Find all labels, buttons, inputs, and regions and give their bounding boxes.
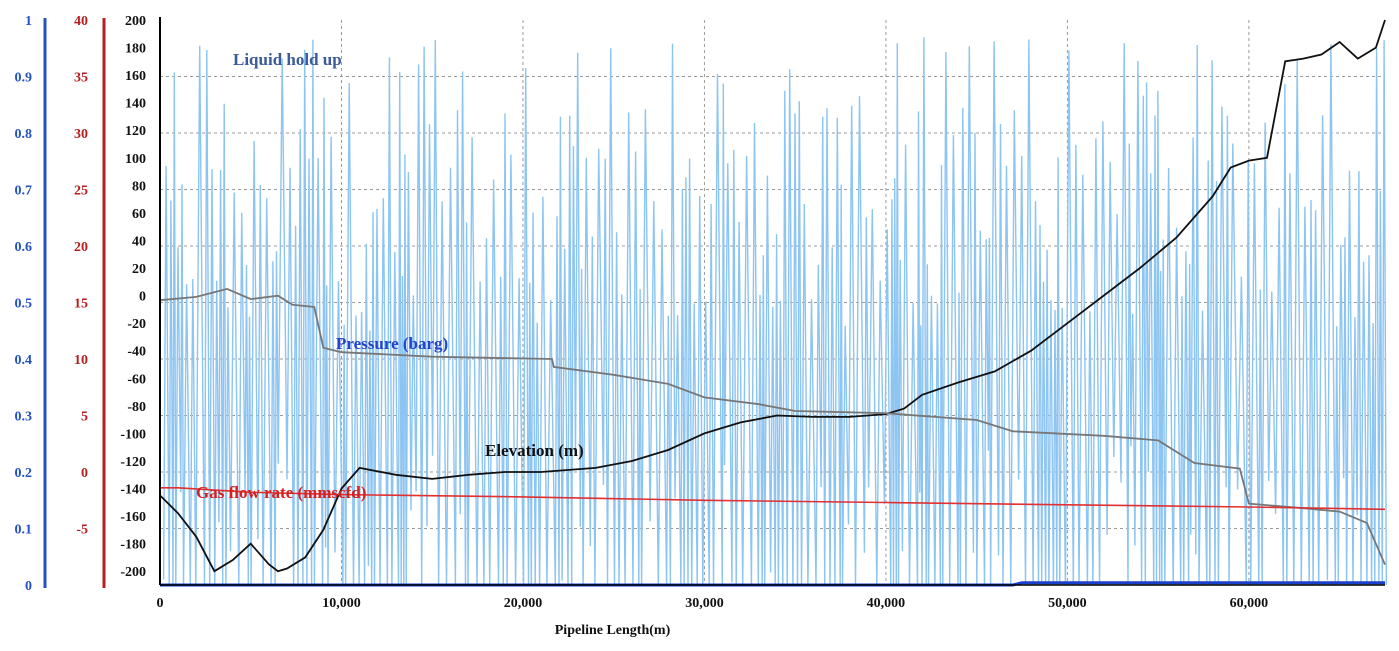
holdup-tick-label: 0.1 xyxy=(15,523,33,538)
flow-tick-label: 40 xyxy=(74,14,88,29)
x-tick-label: 60,000 xyxy=(1230,596,1269,611)
flow-tick-label: 10 xyxy=(74,353,88,368)
holdup-tick-label: 0.2 xyxy=(15,466,33,481)
grid-lines xyxy=(160,20,1385,585)
elevation-tick-label: 160 xyxy=(125,69,146,84)
elevation-tick-label: -20 xyxy=(127,317,146,332)
elevation-tick-label: 20 xyxy=(132,262,146,277)
elevation-tick-label: -160 xyxy=(120,510,146,525)
x-tick-label: 20,000 xyxy=(504,596,543,611)
holdup-tick-label: 0.5 xyxy=(15,297,33,312)
axes: 0 10,000 20,000 30,000 40,000 50,000 60,000 Pip… xyxy=(15,14,1269,638)
elevation-tick-label: -180 xyxy=(120,538,146,553)
elevation-tick-label: 200 xyxy=(125,14,146,29)
flow-tick-label: 20 xyxy=(74,240,88,255)
flow-tick-label: -5 xyxy=(76,523,88,538)
elevation-tick-label: -40 xyxy=(127,345,146,360)
holdup-tick-label: 0.9 xyxy=(15,71,33,86)
annotations: Liquid hold up Pressure (barg) Elevation (… xyxy=(196,50,584,502)
x-axis-label: Pipeline Length(m) xyxy=(555,623,671,638)
elevation-tick-label: -140 xyxy=(120,483,146,498)
elevation-label: Elevation (m) xyxy=(485,441,584,460)
flow-tick-label: 35 xyxy=(74,71,88,86)
holdup-tick-label: 1 xyxy=(25,14,32,29)
holdup-tick-label: 0 xyxy=(25,579,32,594)
gas-flow-rate-label: Gas flow rate (mmscfd) xyxy=(196,483,366,502)
holdup-tick-label: 0.4 xyxy=(15,353,33,368)
series-liquid-holdup xyxy=(162,37,1387,586)
liquid-holdup-line xyxy=(162,37,1387,586)
flow-tick-label: 0 xyxy=(81,466,88,481)
elevation-tick-label: -120 xyxy=(120,455,146,470)
flow-tick-label: 25 xyxy=(74,184,88,199)
x-tick-label: 30,000 xyxy=(685,596,724,611)
elevation-tick-label: 80 xyxy=(132,179,146,194)
pressure-label: Pressure (barg) xyxy=(336,334,448,353)
x-tick-label: 40,000 xyxy=(867,596,906,611)
elevation-tick-label: 140 xyxy=(125,97,146,112)
liquid-holdup-label: Liquid hold up xyxy=(233,50,342,69)
pressure-line xyxy=(159,287,1386,566)
flow-tick-label: 5 xyxy=(81,410,88,425)
holdup-tick-label: 0.6 xyxy=(15,240,33,255)
flow-tick-label: 30 xyxy=(74,127,88,142)
elevation-tick-label: 100 xyxy=(125,152,146,167)
elevation-tick-label: 0 xyxy=(139,290,146,305)
x-tick-label: 50,000 xyxy=(1048,596,1087,611)
x-tick-label: 10,000 xyxy=(322,596,361,611)
elevation-tick-label: -200 xyxy=(120,565,146,580)
elevation-line xyxy=(159,19,1386,573)
elevation-tick-label: 60 xyxy=(132,207,146,222)
elevation-tick-label: -100 xyxy=(120,427,146,442)
x-tick-label: 0 xyxy=(157,596,164,611)
elevation-tick-label: 40 xyxy=(132,234,146,249)
gas-flow-rate-line xyxy=(160,486,1386,511)
flow-tick-label: 15 xyxy=(74,297,88,312)
axis-frame xyxy=(159,17,1385,586)
holdup-tick-label: 0.3 xyxy=(15,410,33,425)
holdup-tick-label: 0.7 xyxy=(15,184,33,199)
elevation-tick-label: 120 xyxy=(125,124,146,139)
holdup-tick-label: 0.8 xyxy=(15,127,33,142)
elevation-tick-label: 180 xyxy=(125,42,146,57)
elevation-tick-label: -80 xyxy=(127,400,146,415)
elevation-tick-label: -60 xyxy=(127,372,146,387)
